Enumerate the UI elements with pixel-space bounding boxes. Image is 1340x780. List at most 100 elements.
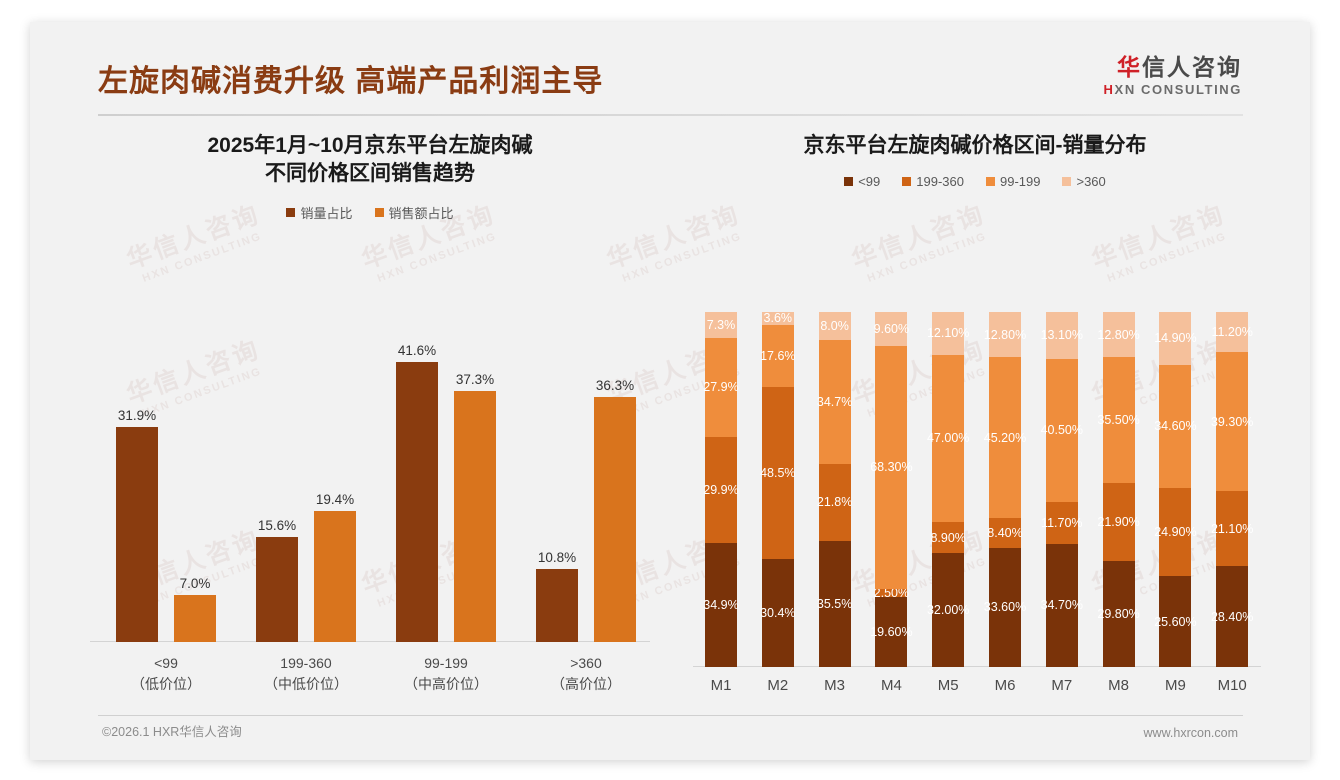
- stack-segment[interactable]: 34.7%: [816, 340, 853, 464]
- segment-value-label: 40.50%: [1040, 423, 1083, 438]
- stack-segment[interactable]: 34.70%: [1041, 543, 1083, 667]
- stacked-bar-column[interactable]: 32.00% 8.90% 47.00% 12.10% M5: [920, 312, 976, 694]
- bar-volume-share[interactable]: 41.6%: [396, 343, 438, 642]
- stack-segment[interactable]: 35.50%: [1097, 357, 1140, 484]
- bar-volume-share[interactable]: 10.8%: [536, 550, 578, 642]
- stack-segment[interactable]: 29.9%: [703, 436, 739, 544]
- segment-value-label: 14.90%: [1154, 331, 1197, 346]
- x-axis-month-label: M10: [1217, 677, 1247, 694]
- stack-segment[interactable]: 11.20%: [1211, 312, 1253, 352]
- stack-segment[interactable]: 40.50%: [1041, 358, 1083, 503]
- segment-value-label: 34.9%: [703, 598, 739, 613]
- right-chart-legend-item[interactable]: <99: [844, 174, 880, 189]
- x-axis-month-label: M6: [994, 677, 1016, 694]
- left-chart-legend-item[interactable]: 销量占比: [286, 203, 353, 222]
- stack-segment[interactable]: 39.30%: [1211, 351, 1253, 492]
- stacked-bar-column[interactable]: 34.9% 29.9% 27.9% 7.3% M1: [693, 312, 749, 694]
- stack-segment[interactable]: 12.10%: [927, 312, 969, 355]
- stacked-bar-column[interactable]: 34.70% 11.70% 40.50% 13.10% M7: [1034, 312, 1090, 694]
- right-chart-panel: 京东平台左旋肉碱价格区间-销量分布 <99 199-360 99-199 >360 3…: [675, 132, 1275, 702]
- stacked-bar-column[interactable]: 33.60% 8.40% 45.20% 12.80% M6: [977, 312, 1033, 694]
- stacked-bar-column[interactable]: 29.80% 21.90% 35.50% 12.80% M8: [1091, 312, 1147, 694]
- stack-segment[interactable]: 8.0%: [818, 312, 851, 341]
- stack-segment[interactable]: 8.90%: [930, 521, 966, 554]
- stack-segment[interactable]: 14.90%: [1154, 312, 1197, 365]
- stack-segment[interactable]: 33.60%: [984, 547, 1026, 667]
- stack-segment[interactable]: 21.10%: [1211, 491, 1253, 567]
- stack-segment[interactable]: 12.80%: [984, 312, 1026, 358]
- bar-revenue-share[interactable]: 19.4%: [314, 492, 356, 642]
- right-chart-legend-item[interactable]: 199-360: [902, 174, 964, 189]
- stacked-bar-column[interactable]: 35.5% 21.8% 34.7% 8.0% M3: [807, 312, 863, 694]
- stack-segment[interactable]: 47.00%: [927, 354, 969, 522]
- stack-segment[interactable]: 30.4%: [760, 559, 796, 667]
- bar-revenue-share[interactable]: 36.3%: [594, 378, 636, 642]
- stack-segment[interactable]: 17.6%: [760, 324, 796, 388]
- stack-segment[interactable]: 29.80%: [1097, 561, 1140, 667]
- bar-volume-share[interactable]: 15.6%: [256, 518, 298, 642]
- legend-label: 销量占比: [300, 205, 353, 221]
- stack-segment[interactable]: 3.6%: [761, 311, 794, 326]
- x-axis-category-label: <99 （低价位）: [131, 655, 201, 692]
- footer-divider: [98, 715, 1243, 716]
- stack-segment[interactable]: 8.40%: [987, 517, 1023, 548]
- stack-segment[interactable]: 7.3%: [705, 312, 737, 338]
- bar-revenue-share[interactable]: 7.0%: [174, 576, 216, 642]
- segment-value-label: 45.20%: [983, 430, 1027, 445]
- stack-segment[interactable]: 68.30%: [870, 346, 913, 589]
- stacked-bar-column[interactable]: 25.60% 24.90% 34.60% 14.90% M9: [1147, 312, 1203, 694]
- legend-label: 销售额占比: [388, 205, 454, 221]
- x-axis-category-label: 99-199 （中高价位）: [404, 655, 488, 692]
- logo-chinese-text: 华信人咨询: [1104, 54, 1242, 80]
- right-chart-legend-item[interactable]: >360: [1062, 174, 1106, 189]
- segment-value-label: 48.5%: [760, 466, 796, 481]
- segment-value-label: 27.9%: [703, 380, 739, 395]
- right-chart-legend-item[interactable]: 99-199: [986, 174, 1040, 189]
- legend-swatch-icon: [902, 177, 912, 187]
- segment-value-label: 34.7%: [816, 395, 853, 410]
- stack-segment[interactable]: 2.50%: [874, 586, 909, 600]
- stack-segment[interactable]: 9.60%: [874, 312, 909, 347]
- bar-volume-share[interactable]: 31.9%: [116, 408, 158, 642]
- stack-segment[interactable]: 34.9%: [703, 543, 739, 667]
- segment-value-label: 25.60%: [1154, 614, 1197, 629]
- stack-segment[interactable]: 34.60%: [1154, 364, 1197, 488]
- stack-segment[interactable]: 11.70%: [1041, 502, 1083, 544]
- footer-website[interactable]: www.hxrcon.com: [1143, 726, 1238, 740]
- page-title: 左旋肉碱消费升级 高端产品利润主导: [98, 65, 604, 98]
- bar-group: 10.8% 36.3% >360 （高价位）: [516, 332, 656, 692]
- stack-segment[interactable]: 28.40%: [1211, 566, 1253, 667]
- stack-segment[interactable]: 27.9%: [703, 337, 739, 437]
- stack-segment[interactable]: 21.8%: [817, 463, 852, 541]
- bar-revenue-share[interactable]: 37.3%: [454, 372, 496, 642]
- legend-swatch-icon: [986, 177, 995, 187]
- segment-value-label: 7.3%: [706, 317, 736, 332]
- stack-segment[interactable]: 24.90%: [1154, 487, 1197, 577]
- left-chart-legend-item[interactable]: 销售额占比: [374, 203, 454, 222]
- stack-segment[interactable]: 48.5%: [760, 387, 796, 560]
- segment-value-label: 12.10%: [926, 326, 970, 341]
- stacked-bar-column[interactable]: 30.4% 48.5% 17.6% 3.6% M2: [750, 311, 806, 694]
- stack-segment[interactable]: 32.00%: [927, 553, 969, 667]
- segment-value-label: 30.4%: [760, 606, 796, 621]
- bar-group: 15.6% 19.4% 199-360 （中低价位）: [236, 332, 376, 692]
- bar-value-label: 15.6%: [257, 517, 297, 533]
- segment-value-label: 12.80%: [1097, 327, 1140, 342]
- stacked-bar-column[interactable]: 19.60% 2.50% 68.30% 9.60% M4: [863, 312, 919, 694]
- stack-segment[interactable]: 21.90%: [1097, 483, 1140, 562]
- x-axis-month-label: M7: [1051, 677, 1073, 694]
- segment-value-label: 8.0%: [820, 319, 849, 334]
- legend-swatch-icon: [844, 177, 854, 187]
- left-chart-title: 2025年1月~10月京东平台左旋肉碱 不同价格区间销售趋势: [70, 132, 670, 189]
- stacked-bar-column[interactable]: 28.40% 21.10% 39.30% 11.20% M10: [1204, 312, 1260, 694]
- bar-value-label: 7.0%: [179, 575, 211, 591]
- logo-cn-rest: 信人咨询: [1142, 54, 1242, 80]
- segment-value-label: 3.6%: [763, 311, 793, 326]
- stack-segment[interactable]: 19.60%: [870, 597, 913, 667]
- stack-segment[interactable]: 25.60%: [1154, 576, 1197, 667]
- stack-segment[interactable]: 35.5%: [817, 540, 852, 667]
- stack-segment[interactable]: 45.20%: [984, 357, 1026, 518]
- stack-segment[interactable]: 13.10%: [1041, 312, 1083, 359]
- segment-value-label: 21.10%: [1210, 521, 1254, 536]
- stack-segment[interactable]: 12.80%: [1097, 312, 1140, 358]
